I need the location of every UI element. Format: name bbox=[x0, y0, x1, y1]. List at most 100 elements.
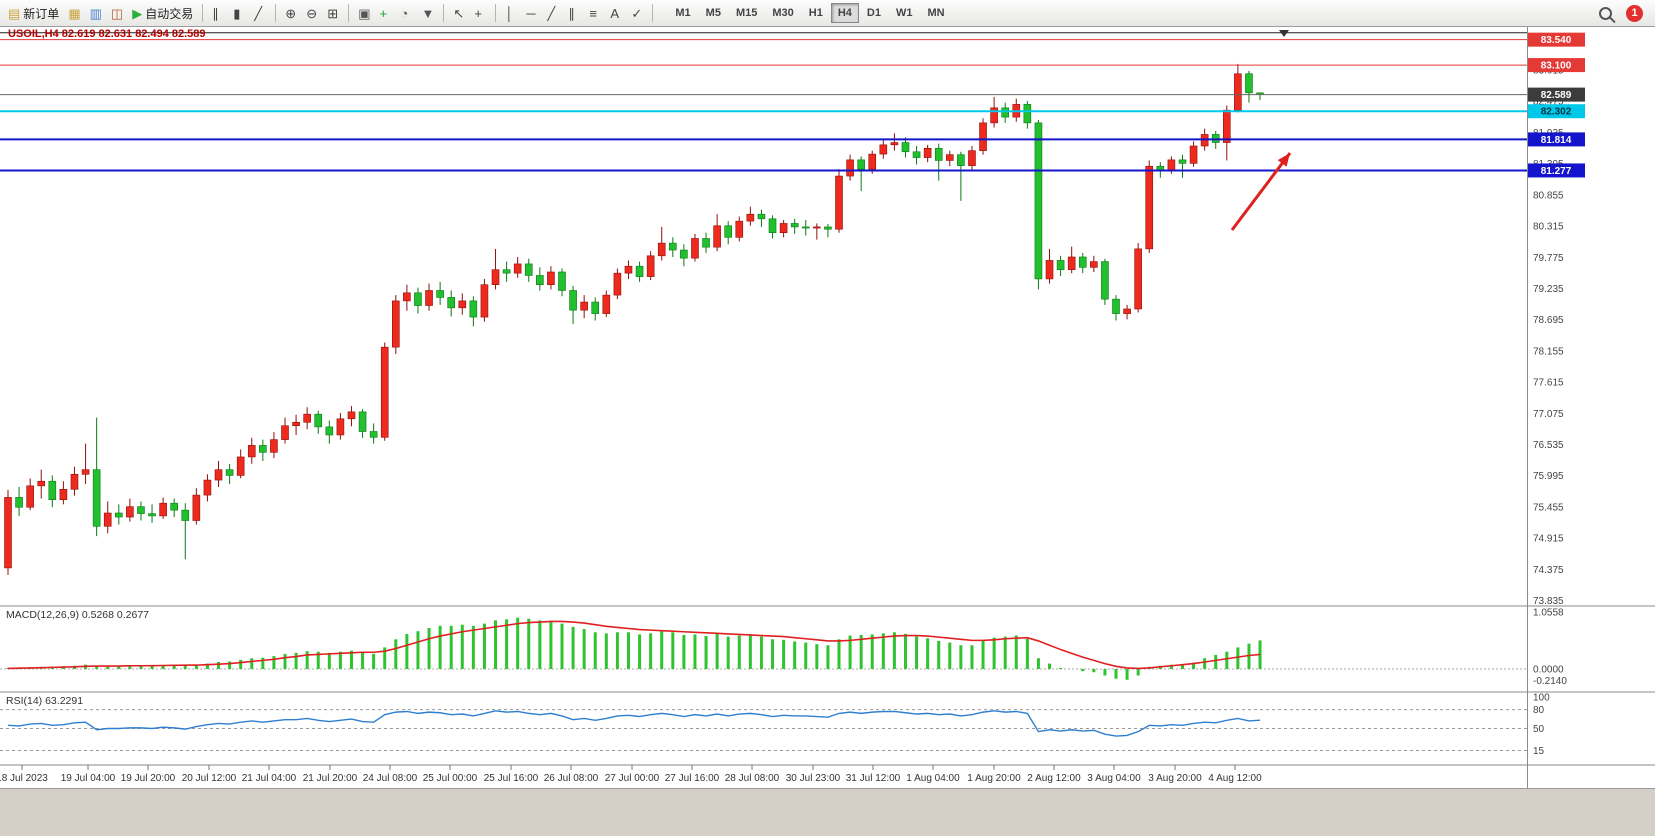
templates-icon[interactable]: ▼ bbox=[418, 2, 439, 24]
candle-body bbox=[945, 154, 954, 161]
new-order-button[interactable]: ▤ 新订单 bbox=[4, 2, 63, 24]
arrow-annotation[interactable] bbox=[1230, 152, 1292, 231]
bar-chart-type-icon[interactable]: ∥ bbox=[208, 2, 228, 24]
timeframe-M15[interactable]: M15 bbox=[729, 3, 764, 23]
arrows-tool-icon[interactable]: ✓ bbox=[627, 2, 647, 24]
tile-windows-icon[interactable]: ⊞ bbox=[323, 2, 343, 24]
zoom-out-icon: ⊖ bbox=[306, 5, 318, 21]
autotrade-button[interactable]: ▶ 自动交易 bbox=[128, 2, 197, 24]
fibonacci-icon[interactable]: ≡ bbox=[585, 2, 605, 24]
price-badge[interactable] bbox=[1528, 32, 1585, 47]
market-watch-icon[interactable]: ▥ bbox=[86, 2, 106, 24]
zoom-in-icon[interactable]: ⊕ bbox=[281, 2, 301, 24]
time-axis-label: 30 Jul 23:00 bbox=[786, 773, 841, 784]
fibonacci-icon: ≡ bbox=[589, 5, 597, 21]
horizontal-line-icon[interactable]: ─ bbox=[522, 2, 542, 24]
trendline-icon[interactable]: ╱ bbox=[543, 2, 563, 24]
candle-body bbox=[1167, 159, 1176, 171]
price-tick-label: 74.375 bbox=[1533, 565, 1564, 576]
market-watch-icon: ▥ bbox=[89, 5, 102, 21]
candle-body bbox=[358, 411, 367, 432]
candle-body bbox=[680, 249, 688, 259]
data-window-icon[interactable]: ◫ bbox=[107, 2, 127, 24]
toolbar-buttons: ▤ 新订单 ▦ ▥ ◫ ▶ 自动交易 ∥ ▮ ╱ ⊕ ⊖ ⊞ ▣ + ◔ ▼ ↖ + │ ─ ╱ ∥ ≡ A ✓ bbox=[4, 2, 657, 24]
candle-body bbox=[536, 275, 544, 286]
rsi-line bbox=[7, 710, 1261, 737]
zoom-in-icon: ⊕ bbox=[285, 5, 297, 21]
price-tick-label: 79.775 bbox=[1533, 253, 1564, 264]
candle-body bbox=[757, 213, 766, 220]
candle-body bbox=[957, 154, 965, 166]
tile-windows-icon: ⊞ bbox=[327, 5, 339, 21]
price-badge-label: 83.100 bbox=[1541, 61, 1572, 72]
charts-window-icon[interactable]: ▦ bbox=[64, 2, 84, 24]
indicators-add-icon[interactable]: + bbox=[376, 2, 396, 24]
price-tick-label: 80.855 bbox=[1533, 190, 1564, 201]
crosshair-icon[interactable]: + bbox=[470, 2, 490, 24]
timeframe-M1[interactable]: M1 bbox=[668, 3, 697, 23]
candle-body bbox=[203, 479, 212, 496]
candle-body bbox=[901, 142, 910, 153]
candle-body bbox=[890, 142, 899, 146]
candle-body bbox=[635, 265, 644, 277]
line-chart-type-icon[interactable]: ╱ bbox=[250, 2, 270, 24]
price-badge[interactable] bbox=[1528, 163, 1585, 178]
time-axis-label: 19 Jul 04:00 bbox=[61, 773, 116, 784]
price-chart-canvas[interactable]: 83.01582.47581.93581.39580.85580.31579.7… bbox=[0, 27, 1655, 788]
candle-body bbox=[137, 506, 145, 514]
zoom-out-icon[interactable]: ⊖ bbox=[302, 2, 322, 24]
timeframe-M5[interactable]: M5 bbox=[699, 3, 728, 23]
time-axis-label: 19 Jul 20:00 bbox=[121, 773, 176, 784]
notification-badge[interactable]: 1 bbox=[1626, 4, 1643, 22]
main-toolbar: ▤ 新订单 ▦ ▥ ◫ ▶ 自动交易 ∥ ▮ ╱ ⊕ ⊖ ⊞ ▣ + ◔ ▼ ↖ + │ ─ ╱ ∥ ≡ A ✓ M1 M5 M15 M… bbox=[0, 0, 1655, 27]
candle-body bbox=[192, 494, 201, 521]
candle-body bbox=[425, 290, 433, 306]
price-badge-label: 83.540 bbox=[1541, 35, 1572, 46]
time-axis-label: 26 Jul 08:00 bbox=[544, 773, 599, 784]
candle-body bbox=[369, 431, 378, 438]
search-icon bbox=[1599, 6, 1612, 20]
arrows-tool-icon: ✓ bbox=[631, 5, 643, 21]
candle-body bbox=[813, 226, 821, 229]
candle-body bbox=[846, 159, 854, 177]
price-badge[interactable] bbox=[1528, 104, 1585, 119]
candle-body bbox=[1078, 256, 1087, 268]
rsi-indicator-label: RSI(14) 63.2291 bbox=[6, 695, 84, 707]
candle-body bbox=[580, 301, 588, 311]
candle-body bbox=[779, 223, 788, 233]
timeframe-MN[interactable]: MN bbox=[920, 3, 951, 23]
candle-body bbox=[790, 223, 799, 228]
periods-icon[interactable]: ◔ bbox=[397, 2, 417, 24]
price-tick-label: 78.695 bbox=[1533, 315, 1564, 326]
vertical-line-icon[interactable]: │ bbox=[501, 2, 521, 24]
time-axis-label: 20 Jul 12:00 bbox=[182, 773, 237, 784]
time-axis-label: 21 Jul 04:00 bbox=[242, 773, 297, 784]
new-order-button-label: 新订单 bbox=[23, 6, 60, 21]
candle-body bbox=[835, 175, 843, 230]
timeframe-H1[interactable]: H1 bbox=[802, 3, 830, 23]
new-chart-icon[interactable]: ▣ bbox=[354, 2, 374, 24]
periods-icon: ◔ bbox=[400, 5, 409, 21]
timeframe-D1[interactable]: D1 bbox=[860, 3, 888, 23]
candle-body bbox=[26, 485, 34, 508]
candle-body bbox=[646, 255, 655, 277]
text-tool-icon[interactable]: A bbox=[606, 2, 626, 24]
price-badge[interactable] bbox=[1528, 132, 1585, 147]
channel-icon: ∥ bbox=[568, 5, 575, 21]
chart-shift-marker[interactable] bbox=[1279, 30, 1289, 37]
candle-body bbox=[569, 290, 577, 311]
cursor-icon[interactable]: ↖ bbox=[449, 2, 469, 24]
cursor-icon: ↖ bbox=[453, 5, 465, 21]
time-axis-label: 18 Jul 2023 bbox=[0, 773, 48, 784]
price-badge[interactable] bbox=[1528, 87, 1585, 102]
search-button[interactable] bbox=[1595, 2, 1616, 24]
candlestick-chart-type-icon: ▮ bbox=[233, 5, 241, 21]
timeframe-H4[interactable]: H4 bbox=[830, 3, 859, 23]
timeframe-W1[interactable]: W1 bbox=[889, 3, 920, 23]
candlestick-chart-type-icon[interactable]: ▮ bbox=[229, 2, 249, 24]
price-tick-label: 78.155 bbox=[1533, 346, 1564, 357]
price-badge[interactable] bbox=[1528, 58, 1585, 73]
channel-icon[interactable]: ∥ bbox=[564, 2, 584, 24]
timeframe-M30[interactable]: M30 bbox=[765, 3, 800, 23]
candle-body bbox=[436, 290, 444, 298]
